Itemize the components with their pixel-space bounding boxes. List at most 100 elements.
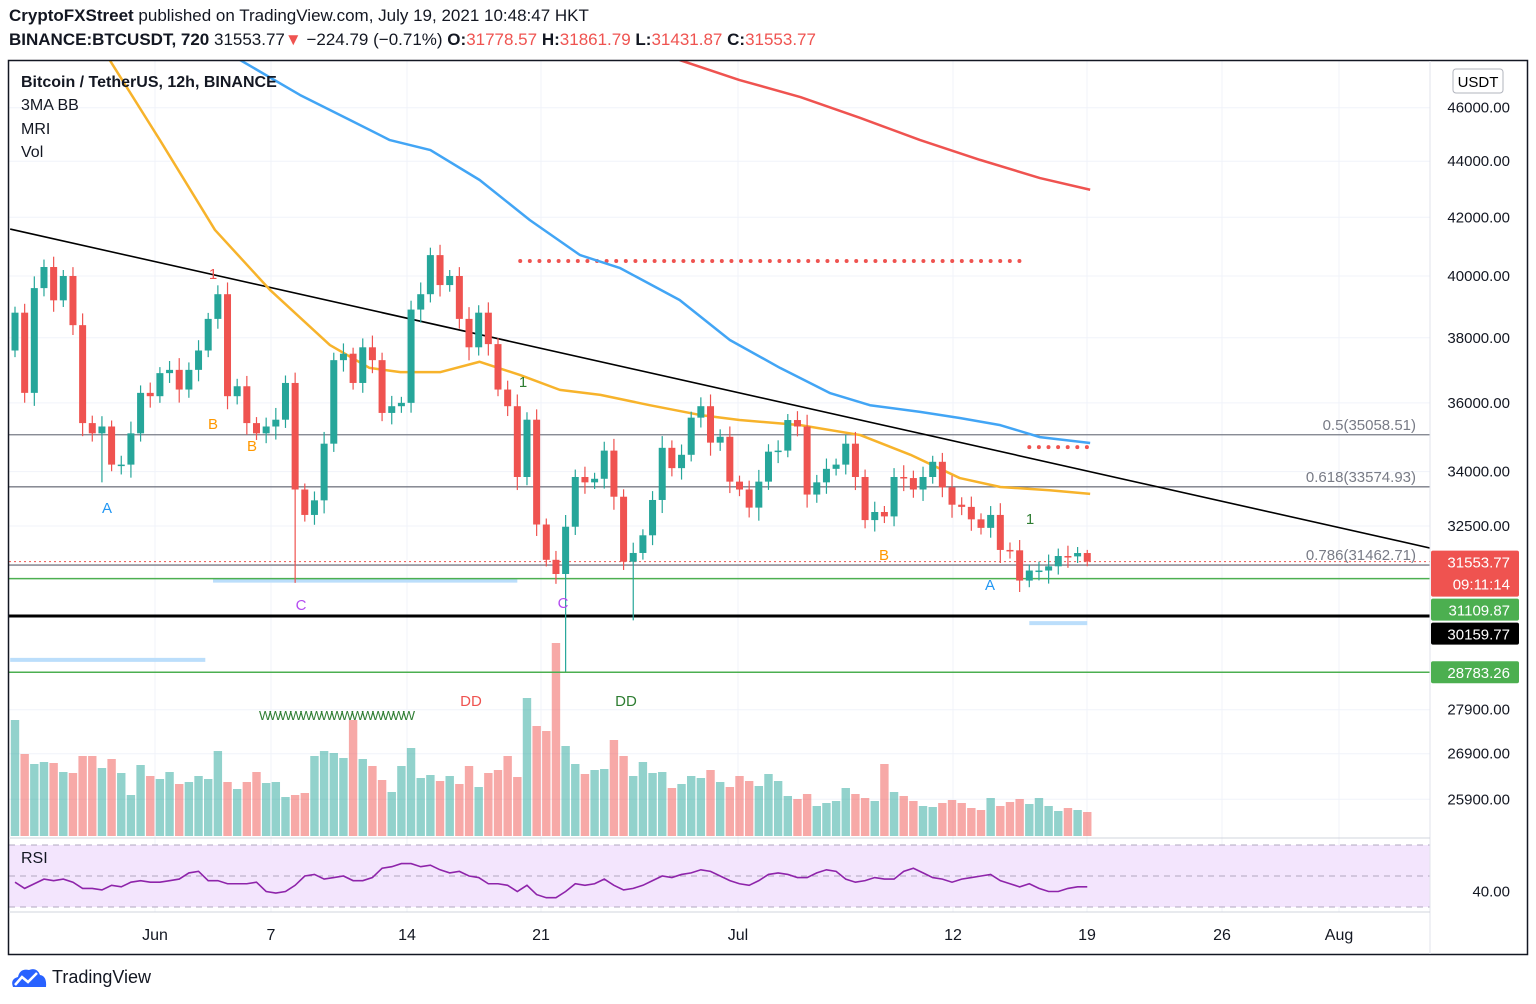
volume-bar — [870, 801, 879, 836]
candle-down — [79, 325, 87, 424]
wave-label-c: C — [557, 595, 569, 612]
volume-bar — [300, 793, 309, 836]
candle-up — [156, 373, 164, 397]
time-tick-label: 7 — [267, 927, 276, 944]
currency-button[interactable] — [1452, 68, 1504, 94]
wave-marker: WWWWWWWWWWWWWWW — [258, 708, 415, 723]
volume-bar — [580, 774, 590, 836]
time-tick-label: Aug — [1325, 927, 1353, 944]
volume-bar — [841, 788, 850, 836]
brand-name: TradingView — [52, 966, 152, 987]
candle-up — [417, 294, 425, 310]
price-badge-label: 31553.77 — [1447, 555, 1510, 572]
candle-up — [562, 526, 570, 574]
candle-up — [1035, 570, 1043, 573]
volume-bar — [474, 787, 483, 836]
candle-up — [388, 406, 396, 413]
volume-bar — [107, 759, 116, 836]
low-value: 31431.87 — [651, 30, 723, 49]
price-change: −224.79 (−0.71%) — [306, 30, 443, 49]
candle-up — [281, 382, 289, 420]
volume-bar — [155, 779, 165, 836]
time-tick-label: 12 — [944, 927, 962, 944]
indicator-mri[interactable]: MRI — [21, 121, 51, 138]
ma-mid-line — [239, 61, 1091, 445]
volume-bar — [551, 643, 561, 836]
candle-up — [571, 476, 579, 527]
time-tick-label: 14 — [398, 927, 416, 944]
volume-bar — [802, 794, 812, 836]
volume-bar — [329, 753, 338, 836]
volume-bar — [667, 788, 677, 836]
candle-up — [214, 294, 222, 319]
volume-bar — [252, 772, 261, 836]
candle-up — [591, 478, 599, 483]
candle-down — [948, 487, 956, 505]
price-axis[interactable]: 46000.00 44000.00 42000.00 40000.00 38000.00… — [1431, 100, 1519, 809]
fib-level-label: 0.618(33574.93) — [1306, 469, 1416, 486]
time-tick-label: Jun — [142, 927, 168, 944]
rsi-line — [14, 862, 1088, 899]
candle-up — [475, 312, 483, 348]
author[interactable]: CryptoFXStreet — [9, 6, 134, 25]
candle-down — [938, 461, 946, 488]
candle-up — [1074, 553, 1082, 557]
wave-label-b: B — [246, 438, 258, 455]
rsi-pane[interactable]: 40.00 — [9, 844, 1510, 908]
count-label-1: 1 — [1025, 511, 1035, 528]
price-badge — [1431, 598, 1519, 621]
volume-bar — [658, 772, 667, 836]
indicator-3ma-bb[interactable]: 3MA BB — [21, 97, 79, 114]
volume-bar — [146, 776, 155, 836]
candle-down — [455, 276, 463, 319]
tradingview-logo[interactable]: TradingView — [10, 965, 151, 989]
candle-up — [919, 476, 927, 490]
volume-bar — [232, 789, 242, 836]
rsi-label[interactable]: RSI — [21, 850, 48, 867]
count-label-1: 1 — [518, 374, 528, 391]
candle-up — [59, 276, 67, 301]
fib-level-label: 0.5(35058.51) — [1323, 417, 1416, 434]
volume-bar — [851, 794, 860, 836]
candle-down — [967, 506, 975, 520]
candle-down — [465, 318, 473, 348]
candle-up — [407, 309, 415, 403]
volume-bar — [503, 756, 512, 836]
volume-bar — [261, 783, 271, 836]
candle-up — [40, 267, 48, 289]
chart-title[interactable]: Bitcoin / TetherUS, 12h, BINANCE — [21, 74, 277, 91]
indicator-vol[interactable]: Vol — [21, 144, 44, 161]
volume-bar — [764, 774, 773, 836]
volume-bar — [754, 786, 764, 836]
candle-down — [494, 344, 502, 390]
fib-level-label: 0.786(31462.71) — [1306, 547, 1416, 564]
candle-up — [871, 512, 879, 521]
volume-bar — [1034, 798, 1044, 836]
volume-bar — [744, 781, 754, 836]
volume-bar — [822, 803, 831, 836]
price-badge — [1431, 622, 1519, 645]
candle-up — [339, 353, 347, 361]
time-axis[interactable]: Jun 7 14 21 Jul 12 19 26 Aug — [142, 927, 1353, 944]
volume-bar — [1073, 810, 1082, 836]
time-tick-label: 19 — [1078, 927, 1096, 944]
candle-down — [146, 392, 154, 397]
volume-bar — [406, 748, 416, 836]
volume-bar — [88, 756, 97, 836]
candle-down — [958, 504, 966, 507]
candle-up — [842, 443, 850, 465]
volume-bar — [561, 746, 570, 836]
volume-bar — [136, 765, 145, 836]
price-tick-label: 25900.00 — [1447, 791, 1510, 808]
publish-text: published on TradingView.com, July 19, 2… — [138, 6, 589, 25]
volume-bar — [493, 770, 503, 836]
volume-bar — [358, 759, 367, 836]
volume-bar — [513, 777, 522, 836]
volume-bar — [696, 778, 706, 836]
candle-up — [813, 482, 821, 495]
open-label: O: — [447, 30, 467, 49]
candle-up — [658, 447, 666, 500]
volume-bar — [68, 773, 78, 836]
volume-bar — [184, 782, 194, 836]
